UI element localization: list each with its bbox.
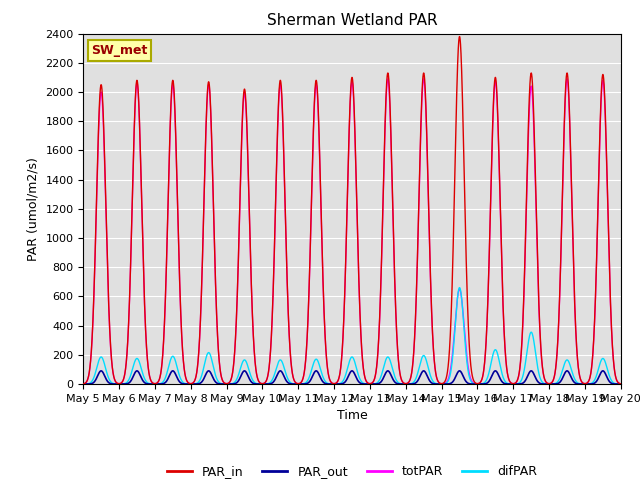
Title: Sherman Wetland PAR: Sherman Wetland PAR bbox=[267, 13, 437, 28]
Legend: PAR_in, PAR_out, totPAR, difPAR: PAR_in, PAR_out, totPAR, difPAR bbox=[162, 460, 542, 480]
X-axis label: Time: Time bbox=[337, 409, 367, 422]
Y-axis label: PAR (umol/m2/s): PAR (umol/m2/s) bbox=[27, 157, 40, 261]
Text: SW_met: SW_met bbox=[92, 44, 148, 57]
